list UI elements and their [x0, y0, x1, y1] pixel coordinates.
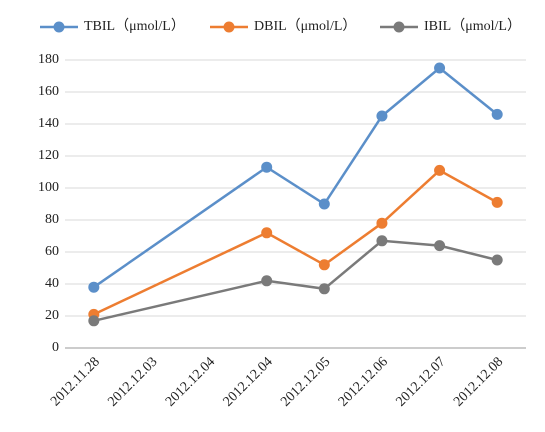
y-tick-label: 180 [38, 52, 59, 67]
y-tick-label: 160 [38, 84, 59, 99]
x-tick-label: 2012.12.07 [394, 354, 449, 409]
legend-label: TBIL（μmol/L） [84, 18, 185, 34]
series-line [93, 66, 498, 289]
data-point [434, 62, 446, 74]
y-tick-label: 140 [38, 116, 59, 131]
legend-marker [393, 21, 405, 33]
x-tick-label: 2012.12.05 [278, 354, 333, 409]
legend-marker [53, 21, 65, 33]
data-point [491, 196, 503, 208]
y-tick-label: 40 [45, 276, 59, 291]
y-tick-label: 0 [52, 340, 59, 355]
legend-label: IBIL（μmol/L） [424, 18, 521, 34]
data-point [376, 235, 388, 247]
data-point [318, 259, 330, 271]
series-line [93, 239, 498, 323]
data-point [376, 110, 388, 122]
y-tick-label: 20 [45, 308, 59, 323]
legend-marker [223, 21, 235, 33]
y-tick-label: 60 [45, 244, 59, 259]
y-tick-label: 120 [38, 148, 59, 163]
data-point [434, 164, 446, 176]
x-tick-label: 2012.12.04 [163, 354, 218, 409]
data-point [434, 240, 446, 252]
legend-label: DBIL（μmol/L） [254, 18, 356, 34]
x-tick-label: 2012.12.08 [451, 354, 506, 409]
data-point [88, 315, 100, 327]
data-point [491, 254, 503, 266]
y-tick-label: 100 [38, 180, 59, 195]
data-point [318, 283, 330, 295]
data-point [261, 227, 273, 239]
data-point [318, 198, 330, 210]
x-tick-label: 2012.12.04 [221, 354, 276, 409]
data-point [88, 281, 100, 293]
data-point [376, 217, 388, 229]
x-tick-label: 2012.12.06 [336, 354, 391, 409]
data-point [261, 275, 273, 287]
y-tick-label: 80 [45, 212, 59, 227]
data-point [261, 161, 273, 173]
x-tick-label: 2012.12.03 [105, 354, 160, 409]
series-line [93, 168, 498, 316]
data-point [491, 108, 503, 120]
x-tick-label: 2012.11.28 [48, 354, 103, 409]
